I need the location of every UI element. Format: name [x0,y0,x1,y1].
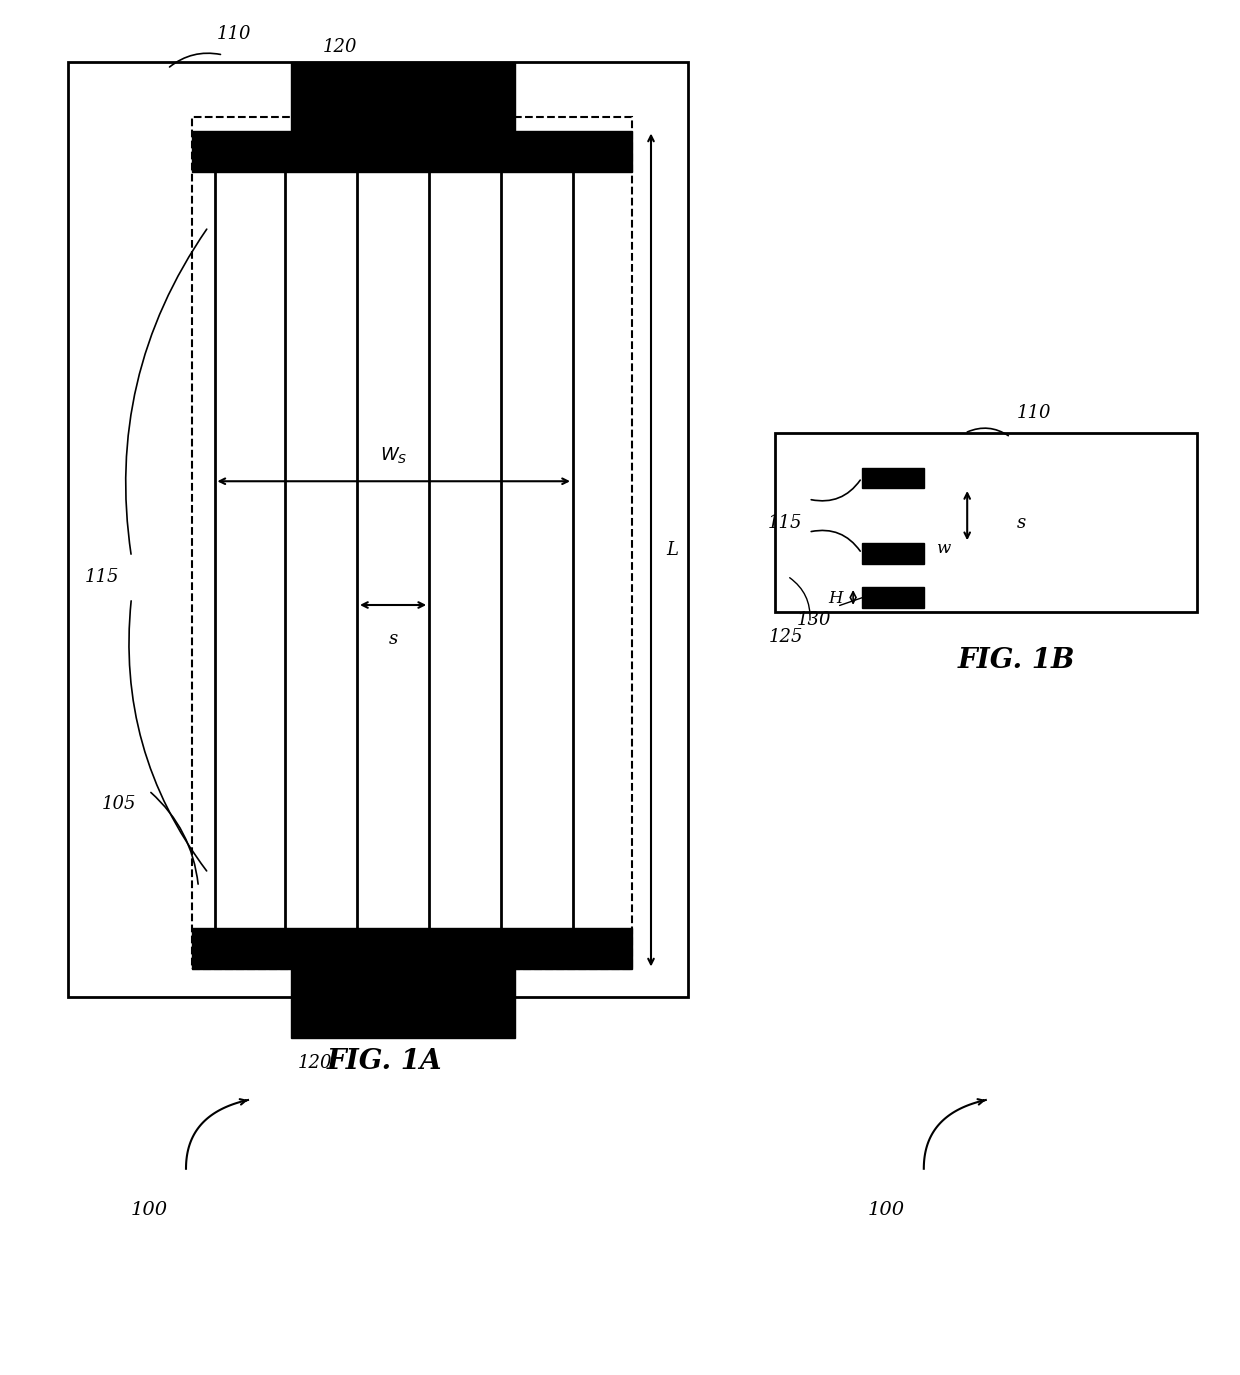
Text: FIG. 1A: FIG. 1A [326,1048,443,1075]
Text: 120: 120 [298,1053,332,1072]
Text: 115: 115 [84,568,119,587]
Bar [862,468,924,488]
Text: 115: 115 [768,513,802,532]
Text: L: L [666,540,678,560]
Text: 100: 100 [130,1200,167,1220]
Bar [68,62,688,997]
Text: w: w [936,540,950,557]
Text: 105: 105 [102,795,136,814]
Bar [192,131,632,172]
Bar [775,433,1197,612]
Text: H: H [828,590,843,606]
Bar [192,117,632,969]
Bar [291,62,515,131]
Text: FIG. 1B: FIG. 1B [959,646,1075,674]
Text: s: s [388,630,398,648]
Text: 130: 130 [796,610,831,630]
Text: 110: 110 [217,25,252,44]
Text: 125: 125 [769,627,804,646]
Text: s: s [1017,513,1025,532]
Text: $W_S$: $W_S$ [379,444,408,465]
Bar [862,587,924,608]
Text: 100: 100 [868,1200,905,1220]
Text: 120: 120 [322,37,357,56]
Bar [192,928,632,969]
Bar [862,543,924,564]
Bar [291,969,515,1038]
Text: 110: 110 [1017,403,1052,422]
